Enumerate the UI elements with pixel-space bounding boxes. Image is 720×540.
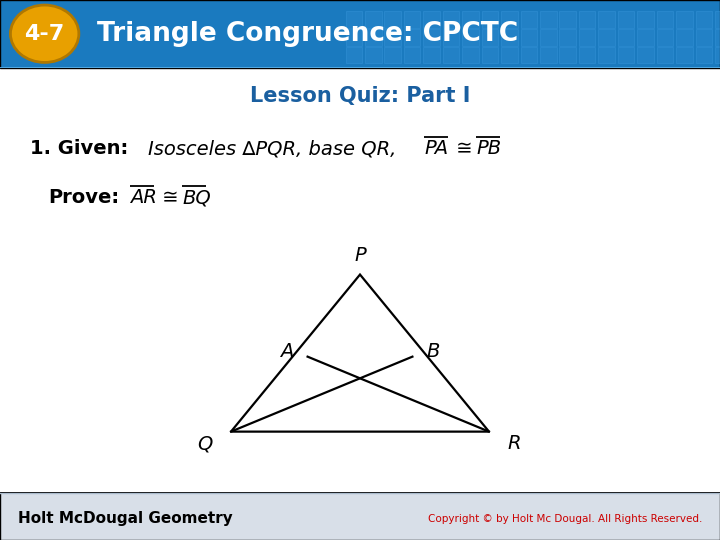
FancyBboxPatch shape — [657, 46, 673, 63]
FancyBboxPatch shape — [443, 11, 459, 28]
FancyBboxPatch shape — [559, 46, 576, 63]
FancyBboxPatch shape — [521, 46, 537, 63]
FancyBboxPatch shape — [462, 29, 479, 46]
FancyBboxPatch shape — [657, 11, 673, 28]
FancyBboxPatch shape — [346, 46, 362, 63]
FancyBboxPatch shape — [715, 46, 720, 63]
FancyBboxPatch shape — [501, 29, 518, 46]
FancyBboxPatch shape — [598, 46, 615, 63]
FancyBboxPatch shape — [559, 29, 576, 46]
FancyBboxPatch shape — [521, 11, 537, 28]
Text: P: P — [354, 246, 366, 265]
Text: Triangle Congruence: CPCTC: Triangle Congruence: CPCTC — [97, 21, 518, 47]
FancyBboxPatch shape — [696, 46, 712, 63]
FancyBboxPatch shape — [637, 29, 654, 46]
FancyBboxPatch shape — [618, 29, 634, 46]
FancyBboxPatch shape — [404, 11, 420, 28]
FancyBboxPatch shape — [423, 46, 440, 63]
FancyBboxPatch shape — [676, 29, 693, 46]
FancyBboxPatch shape — [501, 11, 518, 28]
Ellipse shape — [10, 5, 79, 63]
FancyBboxPatch shape — [0, 0, 720, 68]
FancyBboxPatch shape — [676, 46, 693, 63]
FancyBboxPatch shape — [637, 11, 654, 28]
Text: Isosceles ∆PQR, base QR,: Isosceles ∆PQR, base QR, — [148, 139, 402, 158]
FancyBboxPatch shape — [462, 11, 479, 28]
FancyBboxPatch shape — [676, 11, 693, 28]
Text: Lesson Quiz: Part I: Lesson Quiz: Part I — [250, 86, 470, 106]
FancyBboxPatch shape — [559, 11, 576, 28]
FancyBboxPatch shape — [696, 29, 712, 46]
Text: AR: AR — [130, 188, 157, 207]
FancyBboxPatch shape — [482, 46, 498, 63]
FancyBboxPatch shape — [384, 46, 401, 63]
FancyBboxPatch shape — [0, 492, 720, 540]
Text: ≅: ≅ — [156, 188, 185, 207]
FancyBboxPatch shape — [521, 29, 537, 46]
FancyBboxPatch shape — [579, 11, 595, 28]
Text: Holt McDougal Geometry: Holt McDougal Geometry — [18, 511, 233, 526]
FancyBboxPatch shape — [384, 29, 401, 46]
FancyBboxPatch shape — [598, 11, 615, 28]
FancyBboxPatch shape — [423, 29, 440, 46]
Text: PB: PB — [476, 139, 501, 158]
FancyBboxPatch shape — [365, 46, 382, 63]
FancyBboxPatch shape — [637, 46, 654, 63]
FancyBboxPatch shape — [540, 11, 557, 28]
FancyBboxPatch shape — [404, 29, 420, 46]
FancyBboxPatch shape — [579, 46, 595, 63]
FancyBboxPatch shape — [404, 46, 420, 63]
FancyBboxPatch shape — [657, 29, 673, 46]
FancyBboxPatch shape — [598, 29, 615, 46]
FancyBboxPatch shape — [443, 29, 459, 46]
Text: A: A — [280, 342, 294, 361]
FancyBboxPatch shape — [618, 46, 634, 63]
Text: R: R — [507, 434, 521, 453]
Text: ≅: ≅ — [450, 139, 479, 158]
FancyBboxPatch shape — [540, 46, 557, 63]
FancyBboxPatch shape — [482, 29, 498, 46]
FancyBboxPatch shape — [696, 11, 712, 28]
Text: Prove:: Prove: — [48, 188, 119, 207]
FancyBboxPatch shape — [443, 46, 459, 63]
Text: Q: Q — [197, 434, 213, 453]
FancyBboxPatch shape — [579, 29, 595, 46]
FancyBboxPatch shape — [715, 11, 720, 28]
FancyBboxPatch shape — [346, 29, 362, 46]
FancyBboxPatch shape — [715, 29, 720, 46]
FancyBboxPatch shape — [618, 11, 634, 28]
Text: PA: PA — [424, 139, 448, 158]
Text: B: B — [426, 342, 440, 361]
FancyBboxPatch shape — [384, 11, 401, 28]
FancyBboxPatch shape — [501, 46, 518, 63]
Text: 4-7: 4-7 — [24, 24, 65, 44]
Text: BQ: BQ — [182, 188, 211, 207]
Text: Copyright © by Holt Mc Dougal. All Rights Reserved.: Copyright © by Holt Mc Dougal. All Right… — [428, 514, 702, 524]
FancyBboxPatch shape — [482, 11, 498, 28]
FancyBboxPatch shape — [365, 11, 382, 28]
FancyBboxPatch shape — [462, 46, 479, 63]
Text: 1. Given:: 1. Given: — [30, 139, 128, 158]
FancyBboxPatch shape — [346, 11, 362, 28]
FancyBboxPatch shape — [365, 29, 382, 46]
FancyBboxPatch shape — [540, 29, 557, 46]
FancyBboxPatch shape — [423, 11, 440, 28]
